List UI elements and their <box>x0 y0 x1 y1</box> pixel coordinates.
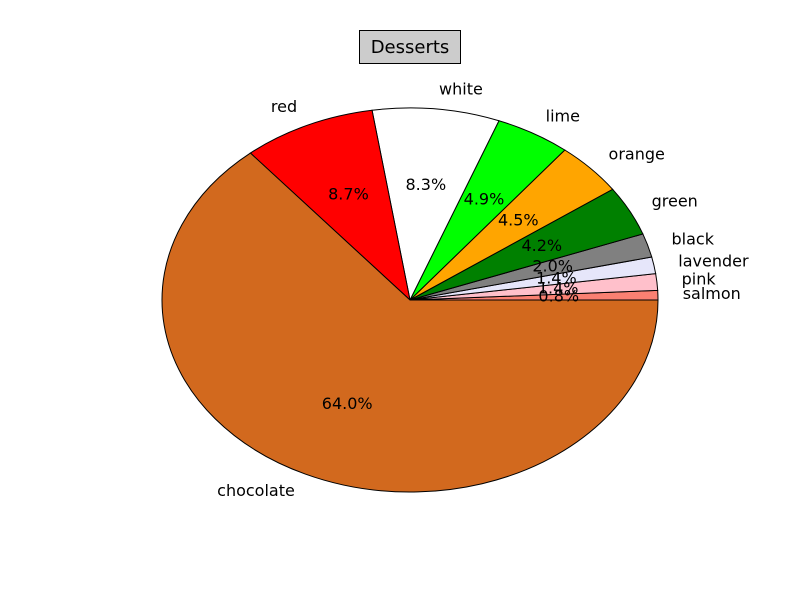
slice-label-lime: lime <box>546 106 580 125</box>
slice-label-chocolate: chocolate <box>217 481 295 500</box>
pie-percent-labels: 0.8%1.4%1.4%2.0%4.2%4.5%4.9%8.3%8.7%64.0… <box>322 175 579 413</box>
percent-label-orange: 4.5% <box>498 211 539 230</box>
percent-label-white: 8.3% <box>406 175 447 194</box>
slice-label-salmon: salmon <box>683 284 741 303</box>
chart-title-group: Desserts <box>359 30 461 64</box>
slice-label-lavender: lavender <box>678 251 749 270</box>
percent-label-chocolate: 64.0% <box>322 394 373 413</box>
percent-label-lime: 4.9% <box>464 190 505 209</box>
slice-label-pink: pink <box>682 270 717 289</box>
slice-label-white: white <box>439 79 483 98</box>
slice-label-green: green <box>652 191 698 210</box>
percent-label-lavender: 1.4% <box>536 269 577 288</box>
slice-label-black: black <box>672 229 715 248</box>
percent-label-green: 4.2% <box>521 236 562 255</box>
percent-label-salmon: 0.8% <box>538 287 579 306</box>
percent-label-black: 2.0% <box>532 257 573 276</box>
chart-title-box <box>359 30 461 64</box>
pie-slice-chocolate <box>161 152 659 493</box>
percent-label-red: 8.7% <box>328 185 369 204</box>
pie-slices <box>161 107 659 493</box>
slice-label-red: red <box>271 97 297 116</box>
pie-slice-white <box>371 107 500 302</box>
chart-title: Desserts <box>371 37 450 58</box>
pie-slice-red <box>249 109 411 302</box>
slice-label-orange: orange <box>609 145 665 164</box>
percent-label-pink: 1.4% <box>538 279 579 298</box>
